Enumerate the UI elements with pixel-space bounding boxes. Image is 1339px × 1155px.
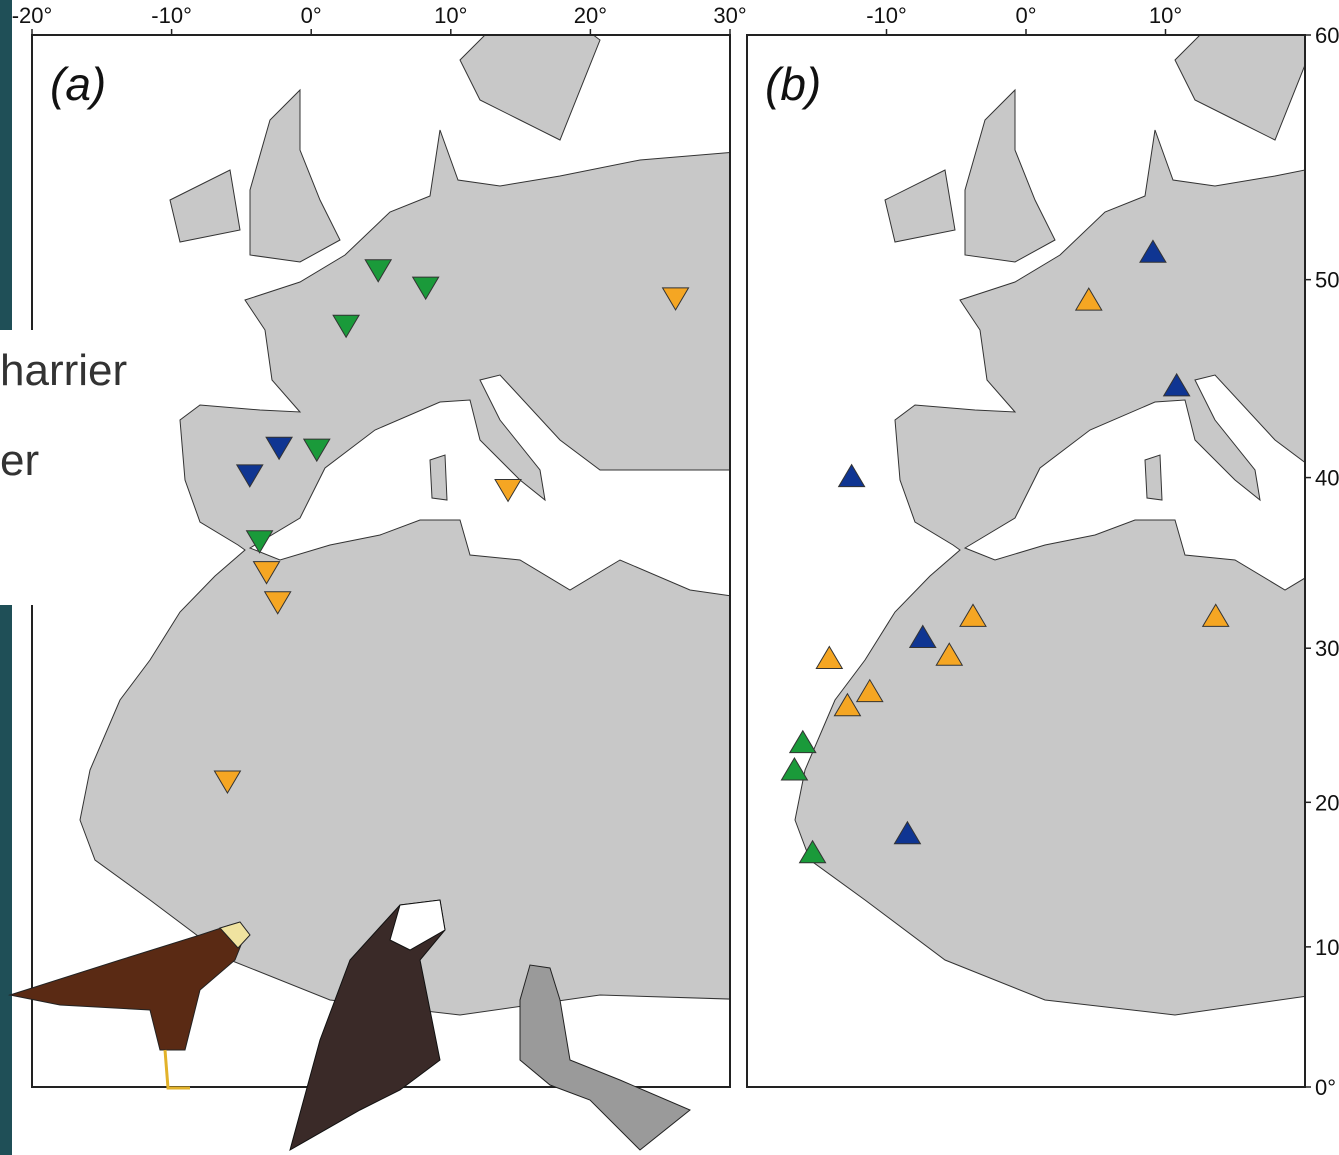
- x-tick-label: 10°: [1149, 3, 1182, 28]
- y-tick-label: 50°: [1315, 268, 1339, 293]
- y-tick-label: 20°: [1315, 790, 1339, 815]
- legend-text: er: [0, 436, 39, 485]
- x-tick-label: -10°: [866, 3, 907, 28]
- panel-label: (a): [50, 58, 106, 110]
- y-tick-label: 60°: [1315, 23, 1339, 48]
- x-tick-label: 20°: [574, 3, 607, 28]
- page: {"panels": [ {"label": "(a)", "marker": …: [0, 0, 1339, 1155]
- x-tick-label: 10°: [434, 3, 467, 28]
- figure: (a) (b) -20° -10° 0° 10° 20° 30° -10° 0° 10° 0° 10…: [0, 0, 1339, 1155]
- x-tick-label: -10°: [151, 3, 192, 28]
- y-tick-label: 40°: [1315, 466, 1339, 491]
- x-tick-label: 0°: [301, 3, 322, 28]
- y-tick-label: 30°: [1315, 636, 1339, 661]
- x-tick-label: 30°: [713, 3, 746, 28]
- x-tick-label: 0°: [1015, 3, 1036, 28]
- y-tick-label: 0°: [1315, 1075, 1336, 1100]
- x-tick-label: -20°: [12, 3, 53, 28]
- y-tick-label: 10°: [1315, 935, 1339, 960]
- panel-label: (b): [765, 58, 821, 110]
- legend-text: harrier: [0, 346, 127, 395]
